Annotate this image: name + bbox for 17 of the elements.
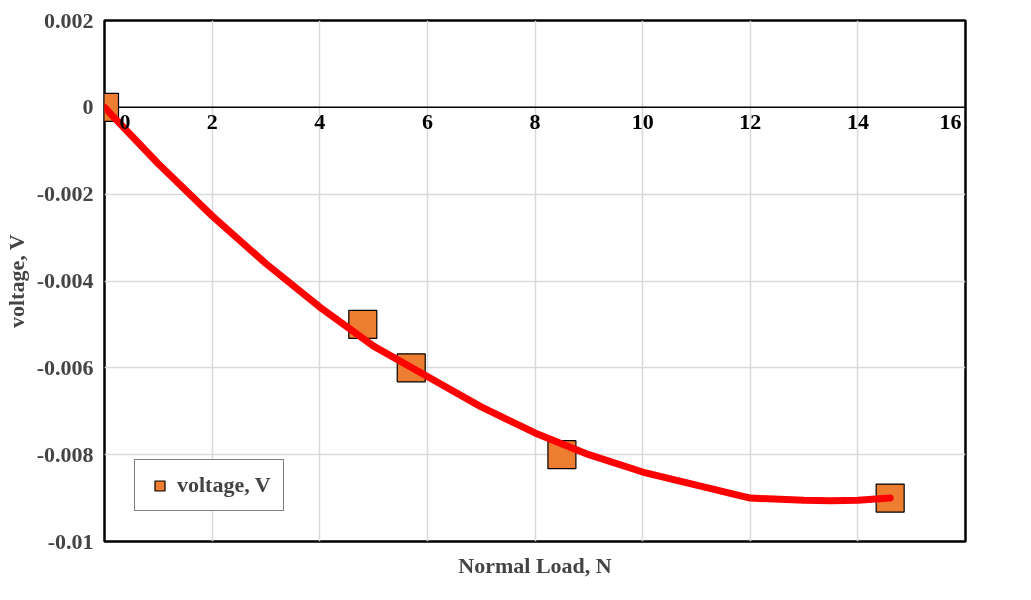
x-tick-label: 4 [314, 109, 326, 135]
y-tick-label: -0.008 [36, 441, 94, 467]
x-tick-label: 14 [846, 109, 869, 135]
x-tick-label: 16 [939, 109, 962, 135]
x-tick-label: 8 [529, 109, 541, 135]
y-tick-label: 0.002 [44, 7, 94, 33]
x-tick-label: 2 [206, 109, 218, 135]
y-axis-title: voltage, V [3, 234, 29, 329]
y-tick-label: -0.002 [36, 181, 94, 207]
legend-label: voltage, V [177, 472, 271, 498]
x-tick-label: 12 [739, 109, 762, 135]
x-tick-label: 10 [631, 109, 654, 135]
y-tick-label: -0.004 [36, 268, 94, 293]
x-axis-title: Normal Load, N [458, 552, 612, 578]
y-tick-label: -0.01 [47, 528, 94, 554]
x-tick-label: 6 [421, 109, 433, 135]
y-tick-label: -0.006 [36, 354, 94, 380]
